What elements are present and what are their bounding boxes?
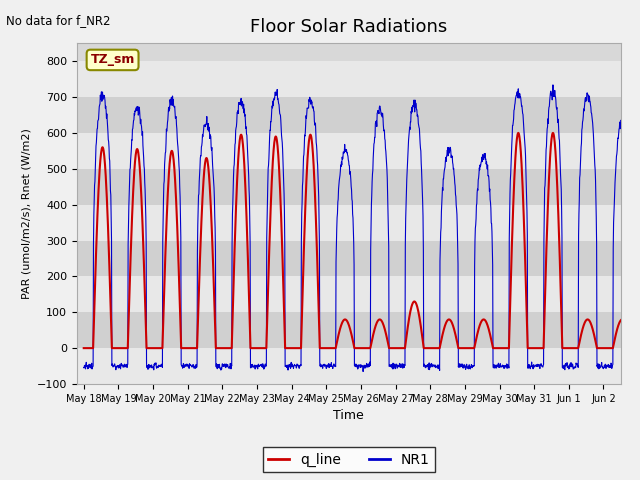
NR1 xyxy=(634,363,640,369)
q_line xyxy=(515,130,522,136)
NR1 xyxy=(627,246,635,252)
Line: q_line: q_line xyxy=(84,133,638,348)
Title: Floor Solar Radiations: Floor Solar Radiations xyxy=(250,18,447,36)
Text: No data for f_NR2: No data for f_NR2 xyxy=(6,14,111,27)
Y-axis label: PAR (umol/m2/s), Rnet (W/m2): PAR (umol/m2/s), Rnet (W/m2) xyxy=(21,128,31,299)
NR1 xyxy=(492,363,499,369)
q_line xyxy=(346,326,354,332)
Bar xyxy=(77,97,621,133)
q_line xyxy=(166,154,174,159)
q_line xyxy=(573,345,580,351)
Bar xyxy=(77,204,621,240)
q_line xyxy=(627,342,635,348)
NR1 xyxy=(346,169,354,175)
q_line xyxy=(80,345,88,351)
Bar xyxy=(77,240,621,276)
NR1 xyxy=(80,365,88,371)
Line: NR1: NR1 xyxy=(84,85,638,372)
NR1 xyxy=(166,99,174,105)
q_line xyxy=(492,345,499,351)
NR1 xyxy=(573,361,581,367)
X-axis label: Time: Time xyxy=(333,409,364,422)
Text: TZ_sm: TZ_sm xyxy=(90,53,135,66)
Bar xyxy=(77,169,621,204)
Legend: q_line, NR1: q_line, NR1 xyxy=(262,447,435,472)
NR1 xyxy=(549,82,557,88)
Bar xyxy=(77,348,621,384)
Bar xyxy=(77,276,621,312)
Bar xyxy=(77,61,621,97)
Bar xyxy=(77,133,621,169)
NR1 xyxy=(336,175,344,181)
Bar xyxy=(77,312,621,348)
q_line xyxy=(336,327,344,333)
q_line xyxy=(634,345,640,351)
NR1 xyxy=(359,369,367,374)
